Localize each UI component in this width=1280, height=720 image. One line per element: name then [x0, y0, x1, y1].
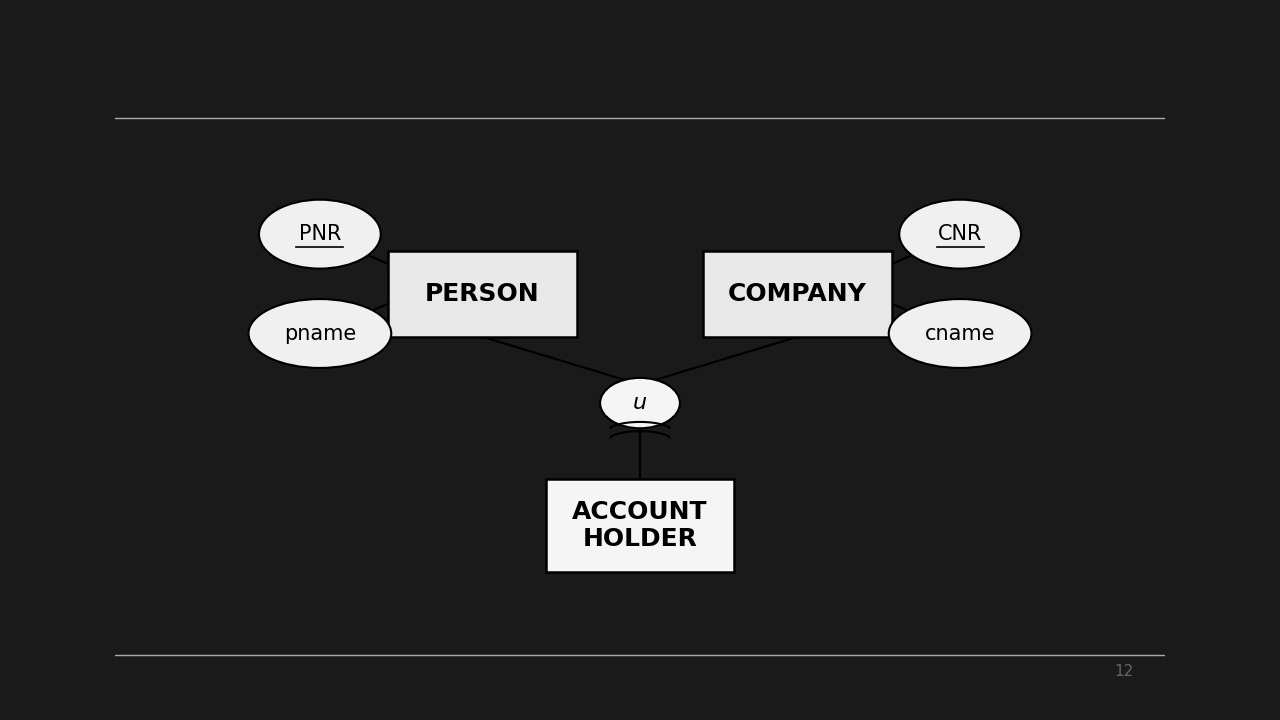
Text: cname: cname — [925, 323, 996, 343]
Text: u: u — [632, 393, 648, 413]
Text: 12: 12 — [1114, 665, 1133, 679]
Text: pname: pname — [284, 323, 356, 343]
Text: The Enhanced Entity-Relationship (EER) model: The Enhanced Entity-Relationship (EER) m… — [129, 66, 1151, 104]
Ellipse shape — [259, 199, 380, 269]
Text: PERSON: PERSON — [425, 282, 540, 306]
Text: CNR: CNR — [938, 224, 982, 244]
FancyBboxPatch shape — [388, 251, 577, 337]
Ellipse shape — [248, 299, 392, 368]
Ellipse shape — [900, 199, 1021, 269]
Text: ACCOUNT
HOLDER: ACCOUNT HOLDER — [572, 500, 708, 552]
FancyBboxPatch shape — [545, 480, 735, 572]
FancyBboxPatch shape — [703, 251, 892, 337]
Ellipse shape — [888, 299, 1032, 368]
Circle shape — [600, 378, 680, 428]
Text: PNR: PNR — [298, 224, 340, 244]
Text: COMPANY: COMPANY — [728, 282, 867, 306]
